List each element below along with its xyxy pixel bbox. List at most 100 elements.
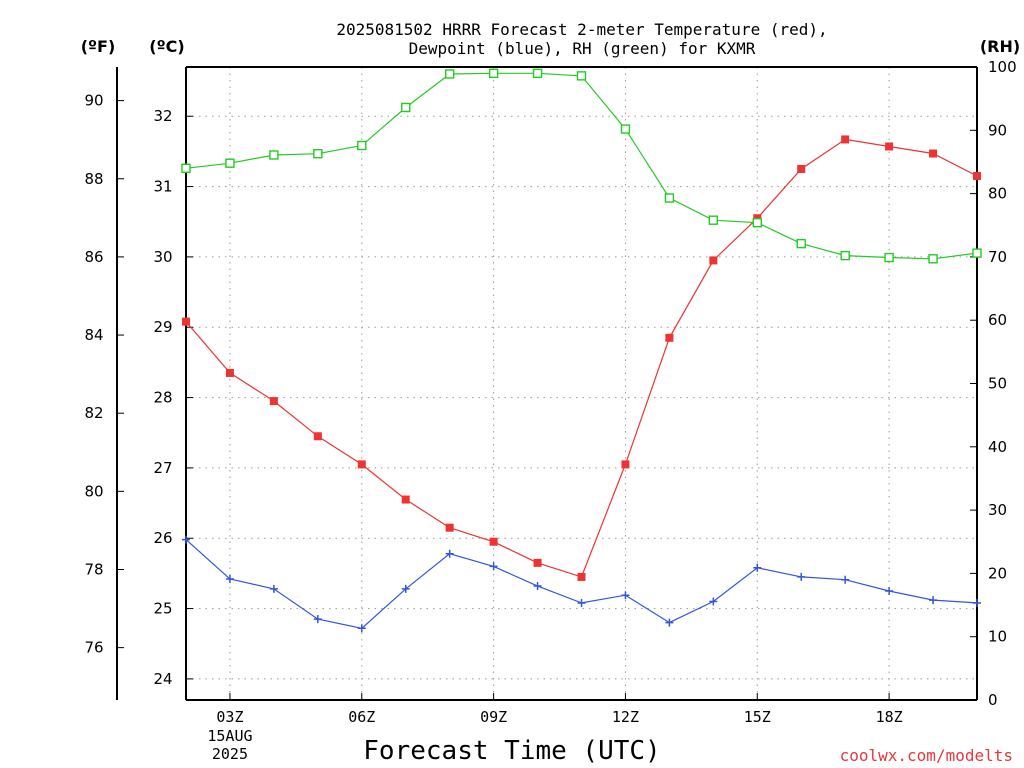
celsius-tick-label: 29 — [153, 318, 172, 336]
temperature-point — [533, 558, 542, 567]
rh-point — [444, 69, 455, 79]
fahrenheit-tick-label: 88 — [84, 170, 103, 188]
celsius-tick-label: 28 — [153, 389, 172, 407]
rh-point — [884, 252, 894, 263]
celsius-tick-label: 25 — [153, 600, 172, 618]
dewpoint-point — [445, 549, 454, 558]
dewpoint-point — [269, 584, 278, 593]
celsius-tick-label: 30 — [153, 248, 172, 266]
rh-series — [181, 68, 982, 264]
x-tick-label-12Z: 12Z — [612, 708, 639, 726]
rh-point — [576, 71, 587, 81]
rh-point — [313, 149, 323, 159]
rh-point — [401, 102, 411, 113]
axes: 24 25 26 27 28 29 30 31 32 76 78 80 82 84 86 88 90 0 10 20 3… — [84, 58, 1016, 763]
rh-point — [225, 158, 235, 168]
title-line-1: 2025081502 HRRR Forecast 2-meter Tempera… — [336, 20, 827, 39]
x-tick-label-15Z: 15Z — [744, 708, 771, 726]
rh-tick-label: 40 — [988, 438, 1007, 456]
rh-point — [664, 193, 675, 203]
temperature-point — [225, 368, 234, 377]
fahrenheit-tick-label: 80 — [84, 482, 103, 500]
dewpoint-series — [182, 535, 981, 633]
rh-tick-label: 0 — [988, 691, 998, 709]
temperature-point — [489, 537, 498, 546]
rh-tick-label: 70 — [988, 248, 1007, 266]
temperature-point — [797, 164, 806, 173]
dewpoint-point — [577, 598, 586, 607]
temperature-point — [973, 172, 981, 181]
temperature-point — [182, 317, 190, 326]
fahrenheit-tick-label: 76 — [84, 639, 103, 657]
rh-point — [181, 163, 191, 173]
x-tick-label-18Z: 18Z — [876, 708, 903, 726]
rh-point — [357, 140, 367, 151]
temperature-point — [709, 256, 718, 265]
dewpoint-point — [621, 591, 630, 600]
celsius-tick-label: 26 — [153, 529, 172, 547]
rh-tick-label: 20 — [988, 564, 1007, 582]
chart-title: 2025081502 HRRR Forecast 2-meter Tempera… — [336, 20, 827, 58]
temperature-point — [665, 333, 674, 342]
dewpoint-point — [665, 618, 674, 627]
credit-link[interactable]: coolwx.com/modelts — [840, 746, 1013, 765]
temperature-point — [577, 572, 586, 581]
fahrenheit-tick-label: 82 — [84, 404, 103, 422]
x-tick-label-09Z: 09Z — [480, 708, 507, 726]
rh-tick-label: 60 — [988, 311, 1007, 329]
temperature-point — [269, 397, 278, 406]
x-year-label: 2025 — [212, 745, 248, 763]
dewpoint-point — [753, 563, 762, 572]
rh-tick-label: 10 — [988, 628, 1007, 646]
fahrenheit-tick-label: 84 — [84, 326, 103, 344]
dewpoint-point — [489, 562, 498, 571]
rh-point — [532, 68, 543, 79]
celsius-unit-label: (ºC) — [149, 37, 184, 56]
celsius-tick-label: 27 — [153, 459, 172, 477]
rh-point — [752, 218, 762, 228]
data-series — [181, 68, 982, 633]
rh-tick-label: 90 — [988, 121, 1007, 139]
temperature-point — [621, 460, 630, 469]
dewpoint-point — [973, 598, 981, 607]
temperature-point — [885, 142, 894, 151]
temperature-series — [182, 135, 981, 581]
celsius-tick-label: 32 — [153, 107, 172, 125]
rh-point — [796, 238, 806, 249]
temperature-point — [841, 135, 850, 144]
fahrenheit-unit-label: (ºF) — [81, 37, 116, 56]
dewpoint-point — [225, 575, 234, 584]
fahrenheit-tick-label: 90 — [84, 92, 103, 110]
celsius-tick-label: 24 — [153, 670, 172, 688]
dewpoint-point — [182, 535, 190, 544]
dewpoint-point — [709, 597, 718, 606]
dewpoint-line — [185, 539, 978, 629]
fahrenheit-tick-label: 78 — [84, 560, 103, 578]
rh-point — [928, 254, 938, 264]
rh-tick-label: 30 — [988, 501, 1007, 519]
rh-point — [972, 248, 982, 258]
temperature-point — [929, 149, 938, 158]
rh-tick-label: 80 — [988, 185, 1007, 203]
dewpoint-point — [929, 596, 938, 605]
celsius-tick-label: 31 — [153, 178, 172, 196]
rh-point — [488, 68, 499, 79]
temperature-line — [185, 138, 978, 578]
rh-point — [620, 124, 631, 134]
x-axis-label: Forecast Time (UTC) — [363, 736, 660, 766]
title-line-2: Dewpoint (blue), RH (green) for KXMR — [409, 39, 756, 58]
dewpoint-point — [313, 615, 322, 624]
rh-unit-label: (RH) — [980, 37, 1020, 56]
temperature-point — [401, 495, 410, 504]
temperature-point — [357, 460, 366, 469]
fahrenheit-tick-label: 86 — [84, 248, 103, 266]
rh-point — [840, 250, 850, 261]
dewpoint-point — [797, 572, 806, 581]
dewpoint-point — [401, 584, 410, 593]
rh-tick-label: 50 — [988, 375, 1007, 393]
rh-line — [185, 72, 978, 260]
rh-tick-label: 100 — [988, 58, 1017, 76]
dewpoint-point — [357, 624, 366, 633]
x-date-label: 15AUG — [207, 727, 252, 745]
